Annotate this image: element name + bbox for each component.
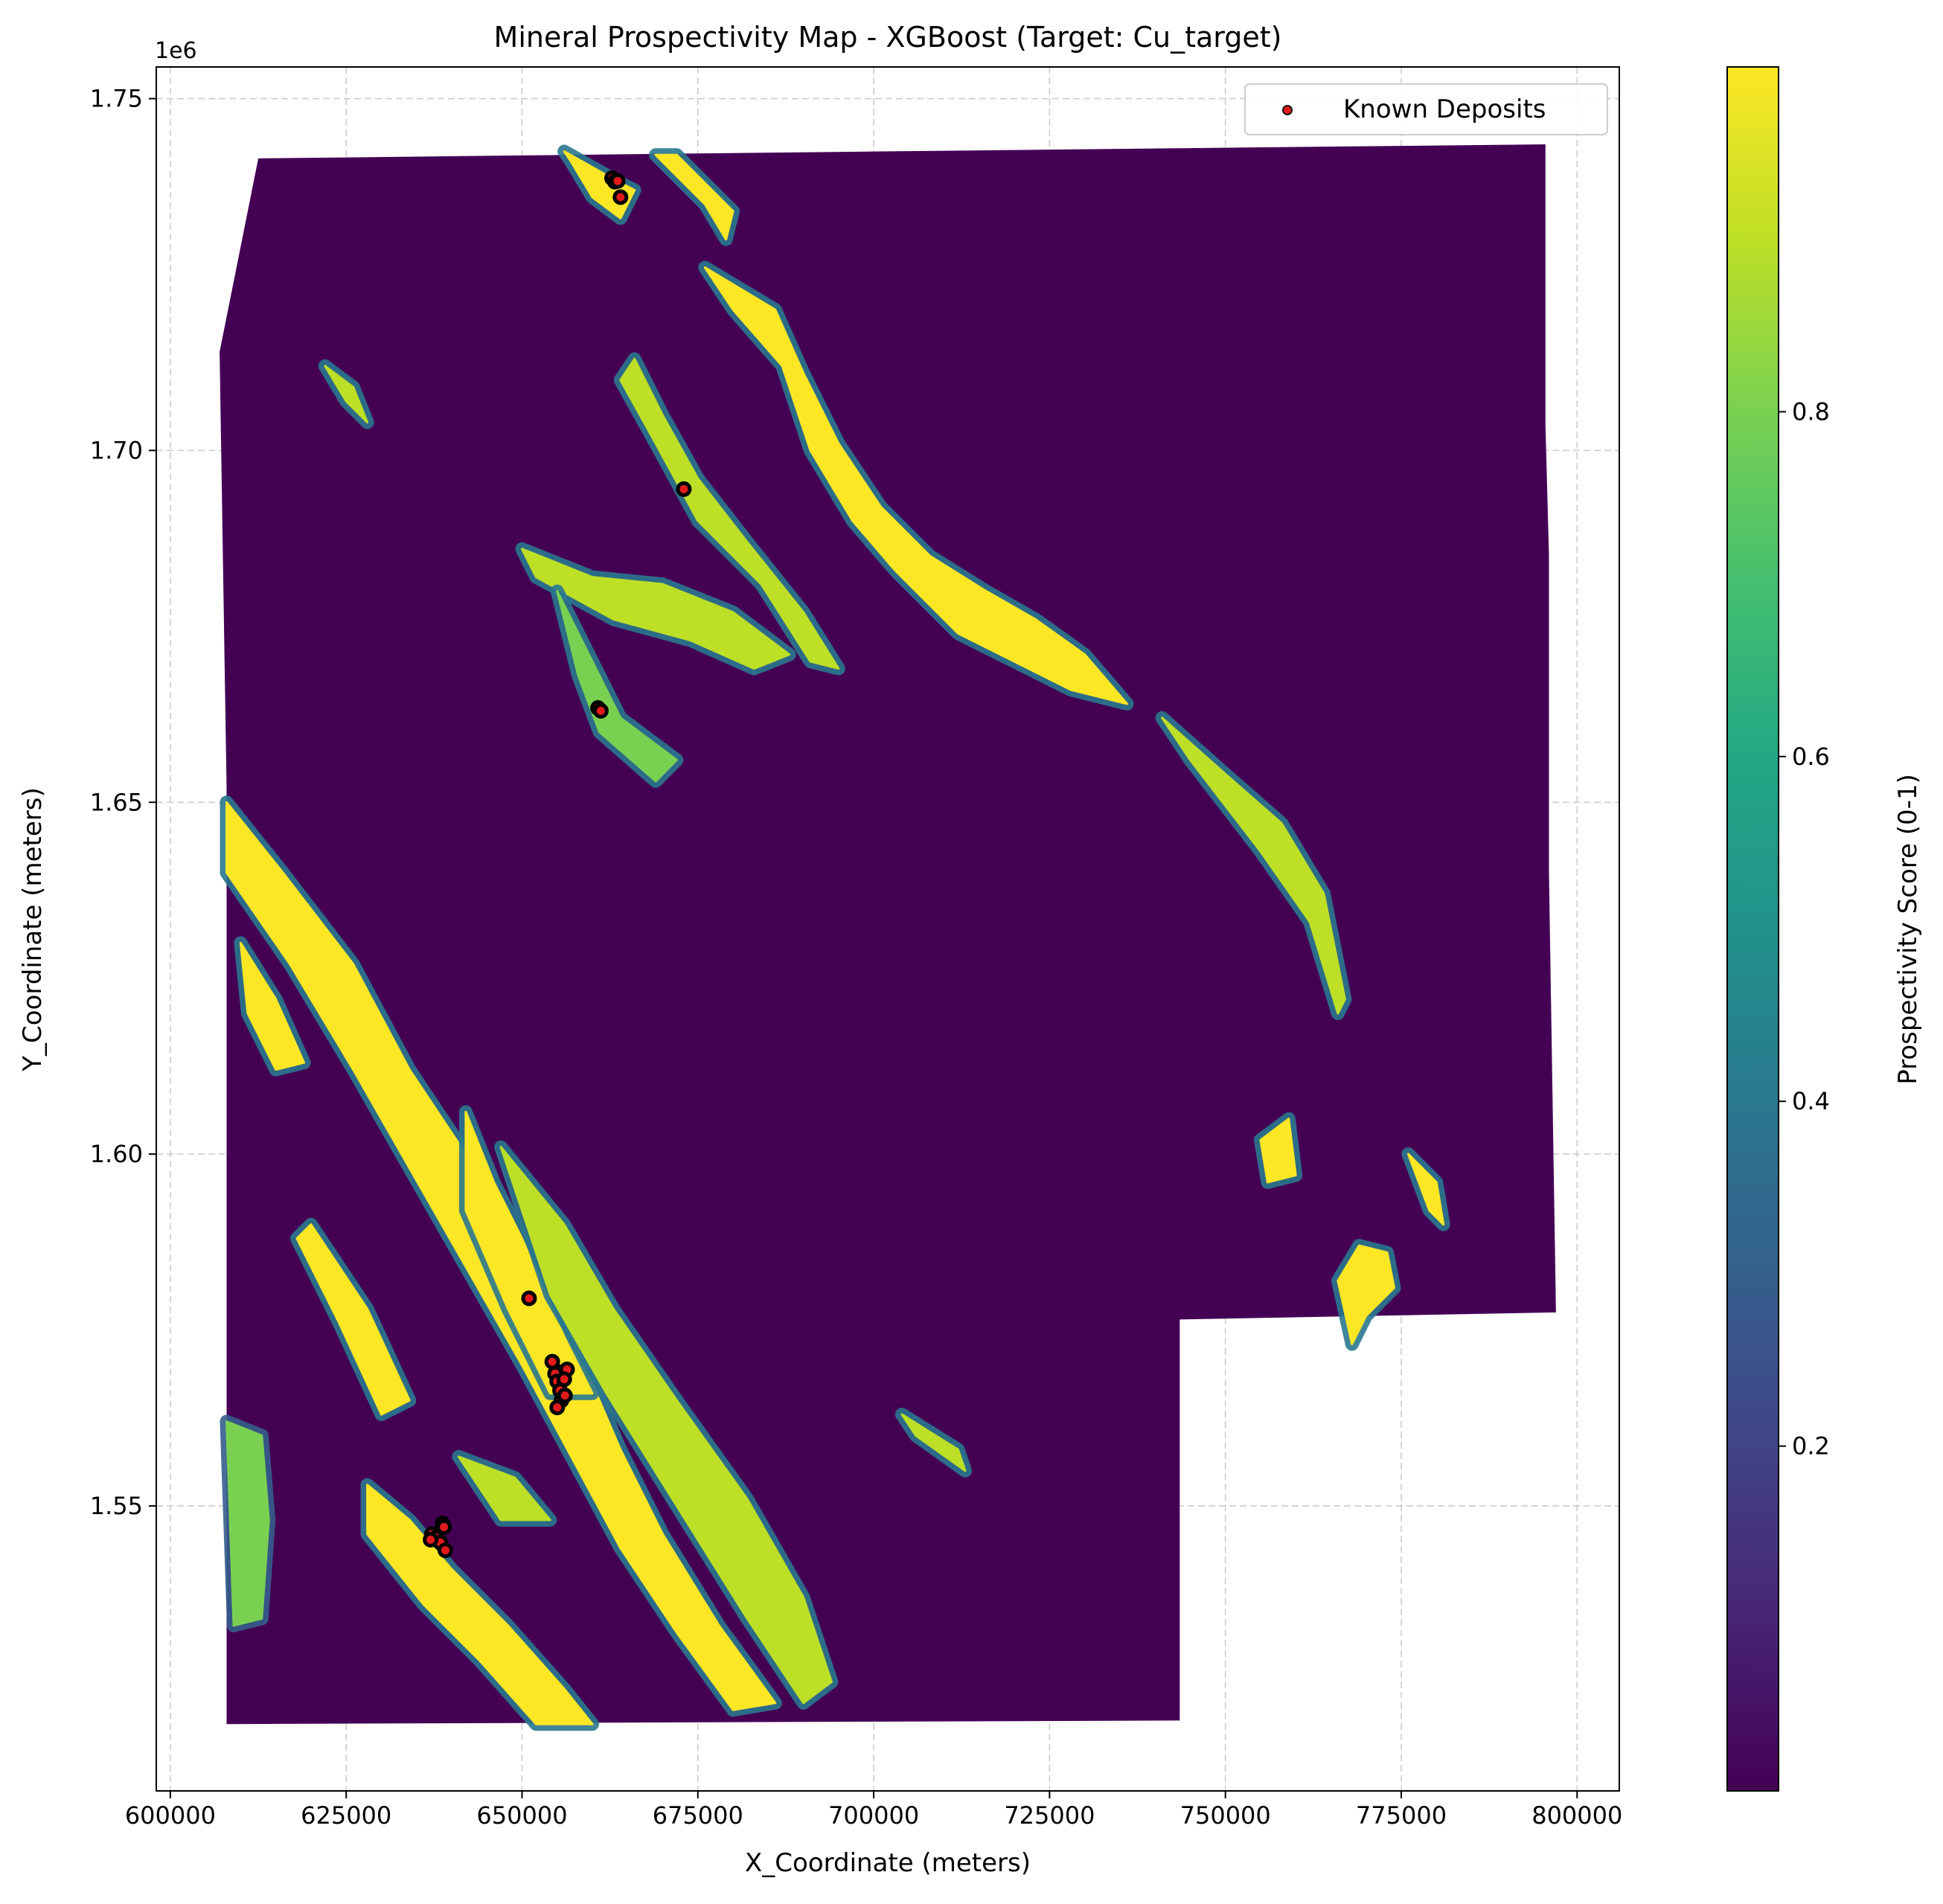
y-tick-label: 1.70 [90,436,143,464]
chart-title: Mineral Prospectivity Map - XGBoost (Tar… [494,21,1282,54]
study-area [220,144,1556,1725]
legend: Known Deposits [1244,83,1608,135]
prospectivity-zone [366,1484,594,1725]
x-tick-label: 650000 [476,1801,567,1830]
colorbar-tick-label: 0.6 [1792,743,1830,771]
deposit-point [557,1388,573,1404]
prospectivity-zone [1337,1244,1395,1345]
known-deposits [423,170,692,1559]
colorbar: 0.2 0.4 0.6 0.8 Prospectivity Score (0-1) [1726,66,1923,1792]
deposit-point [436,1519,452,1535]
x-tick-label: 725000 [1004,1801,1095,1830]
colorbar-tick-label: 0.2 [1792,1432,1830,1461]
prospectivity-zone [225,1420,270,1627]
axes-frame [156,66,1620,1792]
colorbar-tick-label: 0.8 [1792,397,1830,426]
y-axis-ticks: 1.55 1.60 1.65 1.70 1.75 [90,85,156,1520]
x-tick-label: 700000 [828,1801,919,1830]
prospectivity-zone [556,590,678,783]
prospectivity-zone [900,1413,967,1472]
x-tick-label: 775000 [1356,1801,1447,1830]
x-tick-label: 750000 [1180,1801,1271,1830]
y-axis-label: Y_Coordinate (meters) [18,787,48,1071]
deposit-point [549,1400,566,1416]
prospectivity-zone [1406,1153,1445,1226]
legend-label: Known Deposits [1343,94,1546,124]
colorbar-tick-label: 0.4 [1792,1087,1830,1115]
y-tick-label: 1.75 [90,85,143,113]
plot-area [156,67,1619,1791]
prospectivity-zone [703,266,1128,705]
x-tick-label: 675000 [653,1801,743,1830]
x-tick-label: 625000 [301,1801,391,1830]
colorbar-label: Prospectivity Score (0-1) [1893,774,1923,1085]
colorbar-gradient [1726,66,1779,1792]
prospectivity-zone [457,1455,551,1522]
prospectivity-zone [1161,717,1346,1015]
deposit-point [437,1542,453,1559]
y-offset-label: 1e6 [155,38,197,64]
x-axis-ticks: 600000 625000 650000 675000 700000 725000 7500… [125,1791,1622,1830]
deposit-point [676,481,692,497]
y-tick-label: 1.55 [90,1492,143,1520]
colorbar-ticks: 0.2 0.4 0.6 0.8 [1779,397,1830,1461]
x-tick-label: 600000 [125,1801,216,1830]
prospectivity-zone [324,365,369,424]
x-axis-label: X_Coordinate (meters) [745,1848,1031,1878]
deposit-point [423,1531,439,1548]
prospectivity-zone [1259,1118,1297,1184]
prospectivity-zone [619,358,840,670]
prospectivity-zone [295,1223,411,1416]
legend-marker [1282,105,1293,115]
deposit-point [521,1290,537,1307]
prospectivity-zone [239,941,305,1071]
prospectivity-zone [499,1146,833,1705]
prospectivity-zones [220,144,1450,1731]
legend-box [1244,83,1608,135]
prospectivity-zone [464,1110,594,1395]
deposit-point [609,173,626,189]
prospectivity-zone [521,548,791,670]
prospectivity-zone [654,153,734,241]
x-tick-label: 800000 [1531,1801,1622,1830]
y-tick-label: 1.65 [90,788,143,816]
deposit-point [612,189,629,205]
deposit-point [592,702,609,719]
y-tick-label: 1.60 [90,1140,143,1168]
